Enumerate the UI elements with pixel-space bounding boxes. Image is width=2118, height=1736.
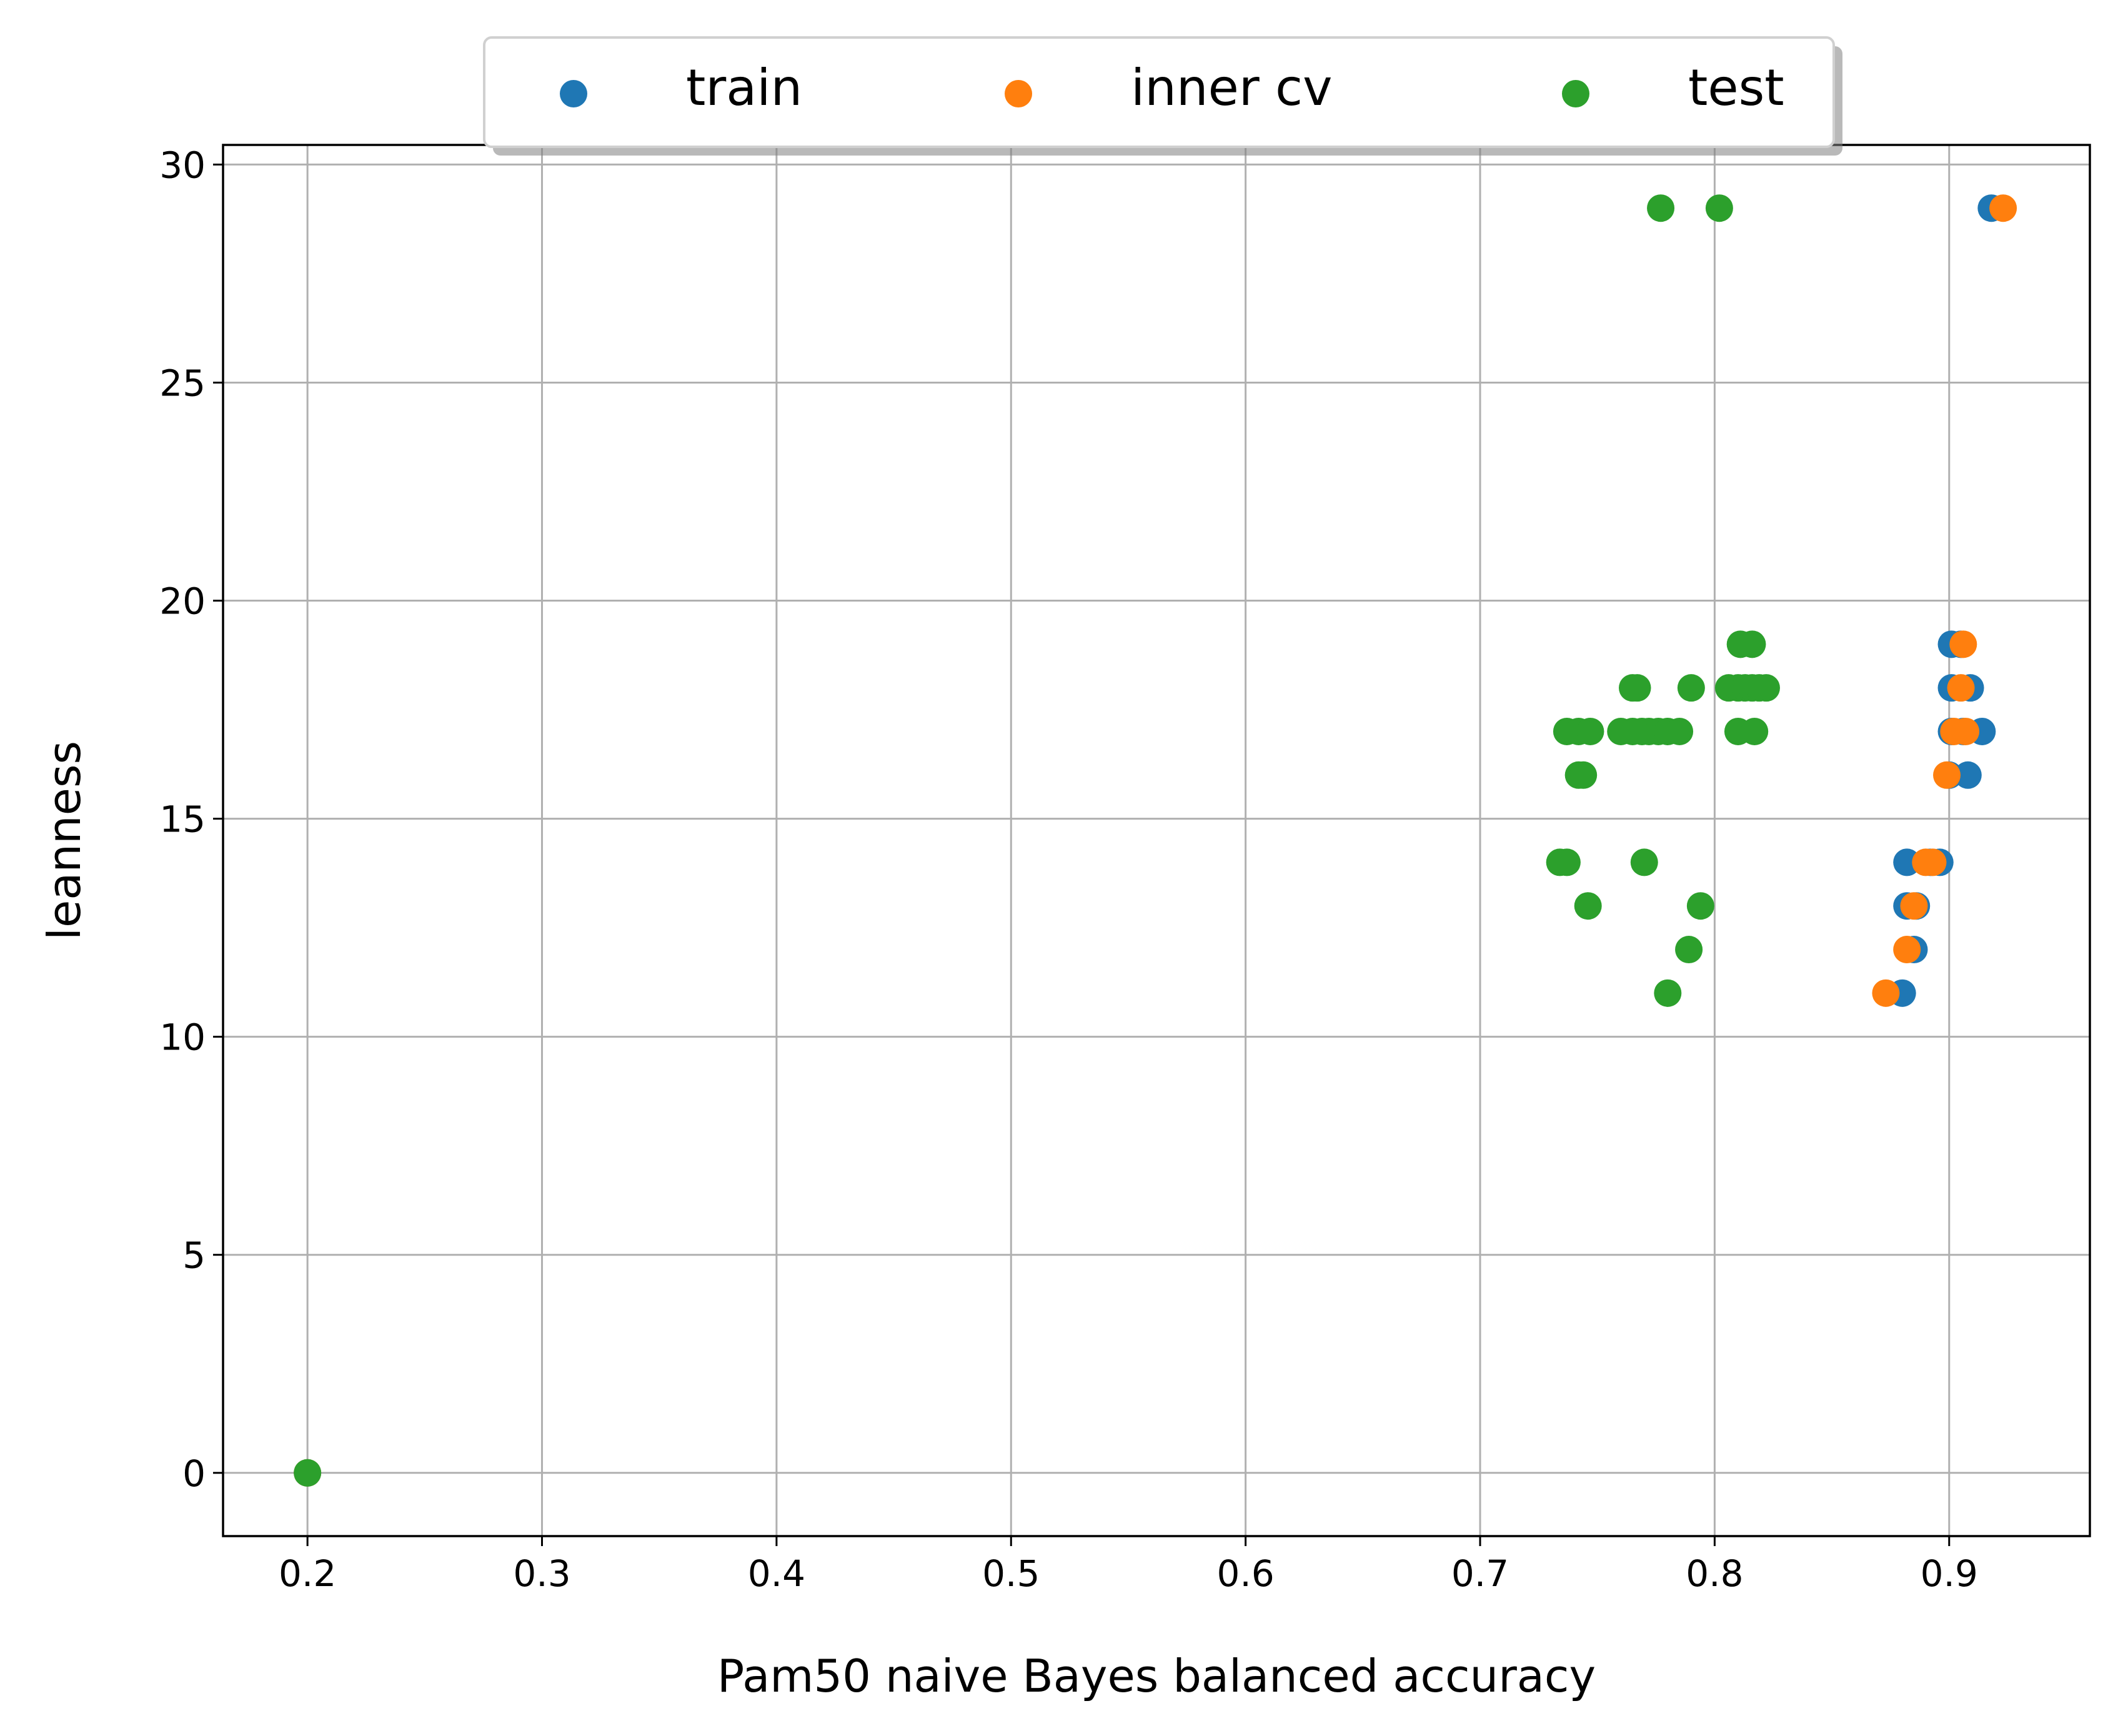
point-inner-cv <box>1952 717 1980 745</box>
axis-ticks: 0.2 0.3 0.4 0.5 0.6 0.7 0.8 0.9 0 5 10 15 20 25 30 <box>159 144 1978 1595</box>
point-test <box>1741 717 1769 745</box>
grid-lines <box>223 145 2090 1536</box>
x-tick-label: 0.3 <box>513 1552 570 1595</box>
legend-marker-inner-cv <box>1005 80 1032 107</box>
point-test <box>1574 892 1602 920</box>
point-test <box>1630 848 1658 876</box>
point-test <box>1705 194 1733 222</box>
point-inner-cv <box>1900 892 1928 920</box>
x-tick-label: 0.9 <box>1921 1552 1978 1595</box>
x-tick-label: 0.6 <box>1217 1552 1275 1595</box>
x-tick-label: 0.5 <box>982 1552 1040 1595</box>
x-tick-label: 0.4 <box>748 1552 805 1595</box>
point-test <box>1647 194 1675 222</box>
legend-marker-test <box>1562 80 1589 107</box>
data-points <box>294 194 2017 1487</box>
point-test <box>1666 717 1694 745</box>
point-inner-cv <box>1933 761 1961 789</box>
point-test <box>1576 717 1604 745</box>
point-test <box>1752 674 1780 702</box>
legend-box <box>483 36 1835 148</box>
point-test <box>1675 936 1703 964</box>
y-tick-label: 10 <box>159 1016 206 1059</box>
legend-label-inner-cv: inner cv <box>1131 59 1333 117</box>
point-inner-cv <box>1949 630 1977 658</box>
legend-marker-train <box>560 80 587 107</box>
point-test <box>1677 674 1705 702</box>
y-tick-label: 30 <box>159 144 206 186</box>
point-test <box>1569 761 1598 789</box>
legend: train inner cv test <box>483 36 1842 156</box>
legend-label-train: train <box>686 59 802 117</box>
x-tick-label: 0.7 <box>1451 1552 1509 1595</box>
point-test <box>1553 848 1581 876</box>
legend-label-test: test <box>1688 59 1784 117</box>
y-tick-label: 15 <box>159 798 206 841</box>
point-test <box>1738 630 1766 658</box>
y-tick-label: 0 <box>182 1452 206 1495</box>
point-inner-cv <box>1989 194 2017 222</box>
point-inner-cv <box>1872 979 1900 1007</box>
x-tick-label: 0.8 <box>1686 1552 1743 1595</box>
x-axis-label: Pam50 naive Bayes balanced accuracy <box>717 1650 1596 1702</box>
point-inner-cv <box>1947 674 1975 702</box>
point-inner-cv <box>1919 848 1947 876</box>
point-inner-cv <box>1893 936 1921 964</box>
x-tick-label: 0.2 <box>279 1552 336 1595</box>
point-test <box>1686 892 1714 920</box>
point-test <box>1623 674 1651 702</box>
y-tick-label: 20 <box>159 580 206 623</box>
y-tick-label: 5 <box>182 1234 206 1277</box>
point-test <box>1654 979 1682 1007</box>
y-tick-label: 25 <box>159 362 206 404</box>
y-axis-label: leanness <box>38 741 91 940</box>
point-test <box>294 1459 322 1487</box>
